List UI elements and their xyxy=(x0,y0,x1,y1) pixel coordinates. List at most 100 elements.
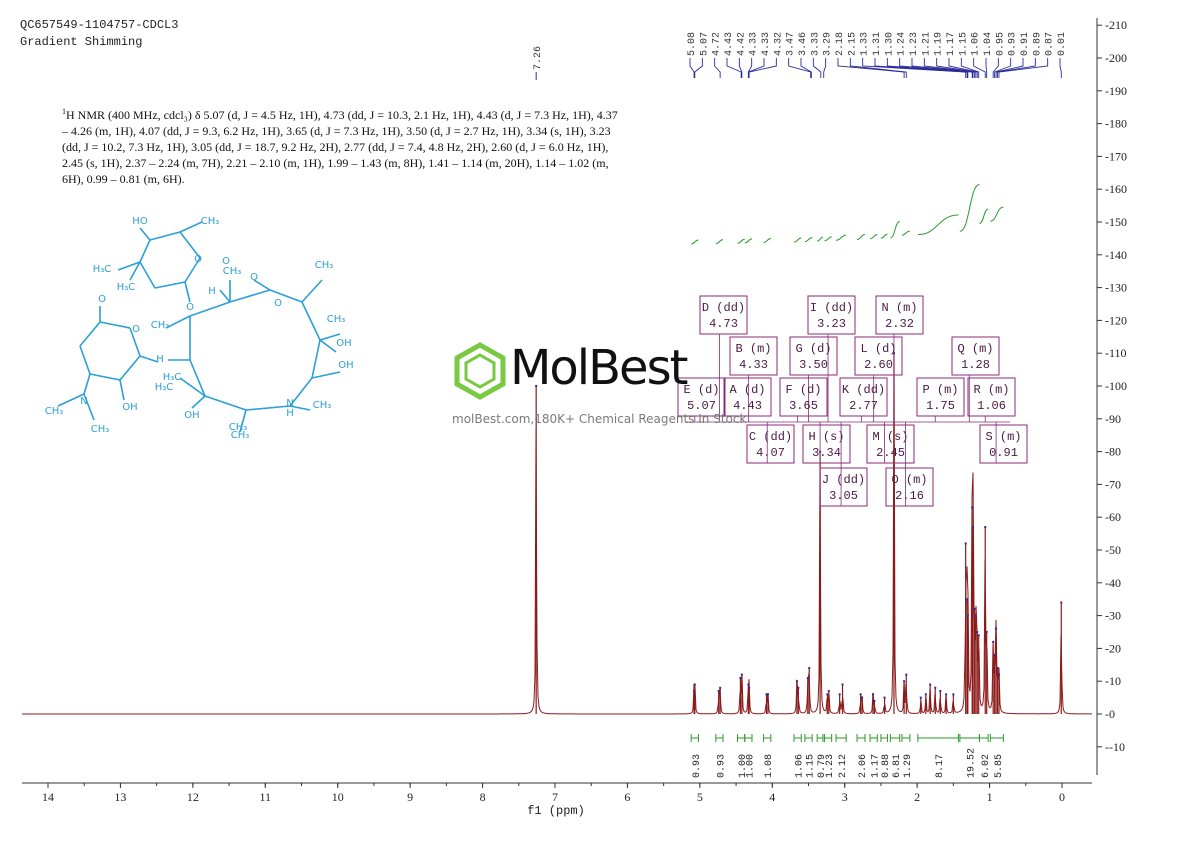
integral-value: 2.12 xyxy=(838,754,849,778)
bond xyxy=(139,355,159,363)
peak-label: 1.06 xyxy=(971,32,982,56)
peak-label-connector xyxy=(995,58,1024,78)
peak-label-connector xyxy=(911,58,974,78)
atom-label: CH₃ xyxy=(315,260,334,271)
multiplet-box xyxy=(979,424,1028,464)
multiplet-box xyxy=(746,424,795,464)
multiplet-label: S (m) xyxy=(985,430,1021,444)
atom-label: H xyxy=(208,286,216,297)
y-tick-label: -120 xyxy=(1105,313,1127,327)
integral-value: 0.79 xyxy=(817,754,828,778)
y-tick-label: -150 xyxy=(1105,215,1127,229)
integral-value: 0.93 xyxy=(716,754,727,778)
multiplet-label: D (dd) xyxy=(702,301,745,315)
atom-label: O xyxy=(98,294,106,305)
peak-label: 5.07 xyxy=(699,32,710,56)
bond xyxy=(165,315,191,329)
atom-label: CH₃ xyxy=(223,266,242,277)
x-tick-label: 6 xyxy=(624,790,630,804)
integral-value: 1.15 xyxy=(806,754,817,778)
peak-label-connector xyxy=(738,58,743,78)
x-tick-label: 1 xyxy=(987,790,993,804)
multiplet-shift: 3.23 xyxy=(817,317,846,331)
x-tick-label: 8 xyxy=(480,790,486,804)
multiplet-label: R (m) xyxy=(973,383,1009,397)
peak-label-connector xyxy=(948,58,978,78)
bond xyxy=(83,373,91,395)
method-label: Gradient Shimming xyxy=(20,35,143,49)
y-tick-label: -60 xyxy=(1105,510,1121,524)
multiplet-box xyxy=(875,295,924,335)
integral-value: 1.23 xyxy=(825,754,836,778)
atom-label: CH₃ xyxy=(151,320,170,331)
bond xyxy=(57,393,85,407)
atom-label: O xyxy=(222,256,230,267)
y-tick-label: -20 xyxy=(1105,641,1121,655)
multiplet-label: O (m) xyxy=(891,473,927,487)
bond xyxy=(319,339,337,353)
peak-label-connector xyxy=(726,58,742,78)
integral-curve xyxy=(691,239,699,245)
x-tick-label: 5 xyxy=(697,790,703,804)
y-tick-label: -90 xyxy=(1105,412,1121,426)
bond xyxy=(79,321,101,347)
x-tick-label: 9 xyxy=(407,790,413,804)
integral-curve xyxy=(835,234,847,241)
multiplet-shift: 4.33 xyxy=(739,358,768,372)
multiplet-box xyxy=(854,336,903,376)
multiplet-label: N (m) xyxy=(881,301,917,315)
bond xyxy=(139,227,151,241)
peak-label-connector xyxy=(800,58,812,78)
integral-value: 0.88 xyxy=(881,754,892,778)
multiplet-shift: 2.45 xyxy=(876,446,905,460)
peak-label-connector xyxy=(992,58,999,78)
peak-label: 4.43 xyxy=(724,32,735,56)
bond xyxy=(99,321,131,329)
watermark-brand: MolBest xyxy=(510,340,688,396)
x-tick-label: 11 xyxy=(260,790,272,804)
bond xyxy=(269,289,303,303)
bond xyxy=(245,405,291,411)
bond xyxy=(301,279,323,303)
atom-label: CH₃ xyxy=(327,314,346,325)
integral-curve xyxy=(804,237,813,243)
x-axis-label: f1 (ppm) xyxy=(527,804,585,818)
multiplet-shift: 4.73 xyxy=(709,317,738,331)
peak-label: 3.46 xyxy=(798,32,809,56)
multiplet-shift: 4.07 xyxy=(756,446,785,460)
integral-value: 2.06 xyxy=(858,754,869,778)
peak-label-connector xyxy=(973,58,986,78)
integral-value: 6.81 xyxy=(892,754,903,778)
bond xyxy=(79,345,91,375)
x-tick-label: 4 xyxy=(769,790,775,804)
atom-label: CH₃ xyxy=(231,430,250,440)
atom-label: H₃C xyxy=(155,382,174,393)
peak-label: 1.30 xyxy=(884,32,895,56)
bond xyxy=(119,379,125,401)
multiplet-label: P (m) xyxy=(922,383,958,397)
multiplet-box xyxy=(916,377,965,417)
multiplet-label: A (d) xyxy=(729,383,765,397)
atom-label: CH₃ xyxy=(91,424,110,435)
multiplet-box xyxy=(677,377,726,417)
peak-label-connector xyxy=(823,58,827,78)
y-tick-label: -130 xyxy=(1105,281,1127,295)
atom-label: O xyxy=(250,272,258,283)
integral-curve xyxy=(824,236,832,242)
multiplet-label: G (d) xyxy=(795,342,831,356)
peak-label-connector xyxy=(874,58,968,78)
multiplet-box xyxy=(729,336,778,376)
atom-label: OH xyxy=(336,338,351,349)
spectrum-trace xyxy=(22,355,1092,715)
peak-label-connector xyxy=(837,58,905,78)
multiplet-label: M (s) xyxy=(872,430,908,444)
y-tick-label: -10 xyxy=(1105,674,1121,688)
peak-label: 1.21 xyxy=(921,32,932,56)
multiplet-shift: 3.34 xyxy=(812,446,841,460)
integral-curve xyxy=(763,237,771,243)
atom-label: CH₃ xyxy=(201,216,220,227)
atom-label: N xyxy=(286,398,293,409)
atom-label: O xyxy=(274,298,282,309)
multiplet-shift: 2.60 xyxy=(864,358,893,372)
